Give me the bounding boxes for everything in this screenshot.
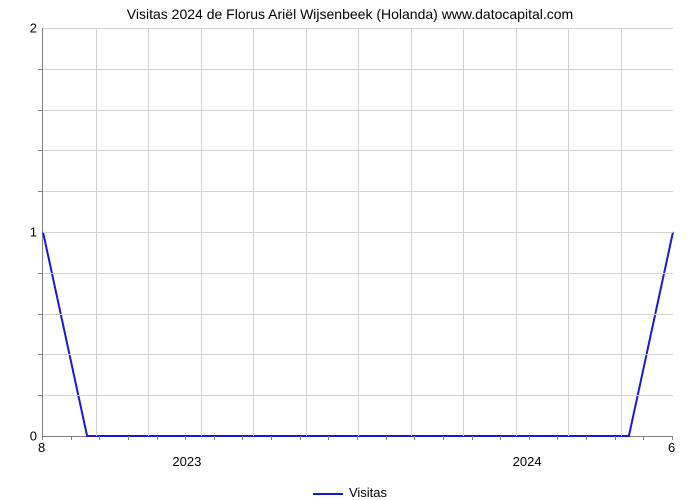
legend-label: Visitas [349, 485, 387, 500]
y-tick-label: 2 [22, 21, 37, 36]
visits-chart: Visitas 2024 de Florus Ariël Wijsenbeek … [0, 0, 700, 500]
x-tick-label: 2023 [172, 454, 201, 469]
x-tick-label: 2024 [513, 454, 542, 469]
x-axis-end-label: 6 [668, 440, 675, 455]
y-tick-label: 1 [22, 225, 37, 240]
legend-swatch [313, 493, 343, 495]
chart-title: Visitas 2024 de Florus Ariël Wijsenbeek … [0, 6, 700, 22]
x-axis-start-label: 8 [38, 440, 45, 455]
plot-area [42, 28, 673, 437]
legend: Visitas [0, 485, 700, 500]
y-tick-label: 0 [22, 429, 37, 444]
